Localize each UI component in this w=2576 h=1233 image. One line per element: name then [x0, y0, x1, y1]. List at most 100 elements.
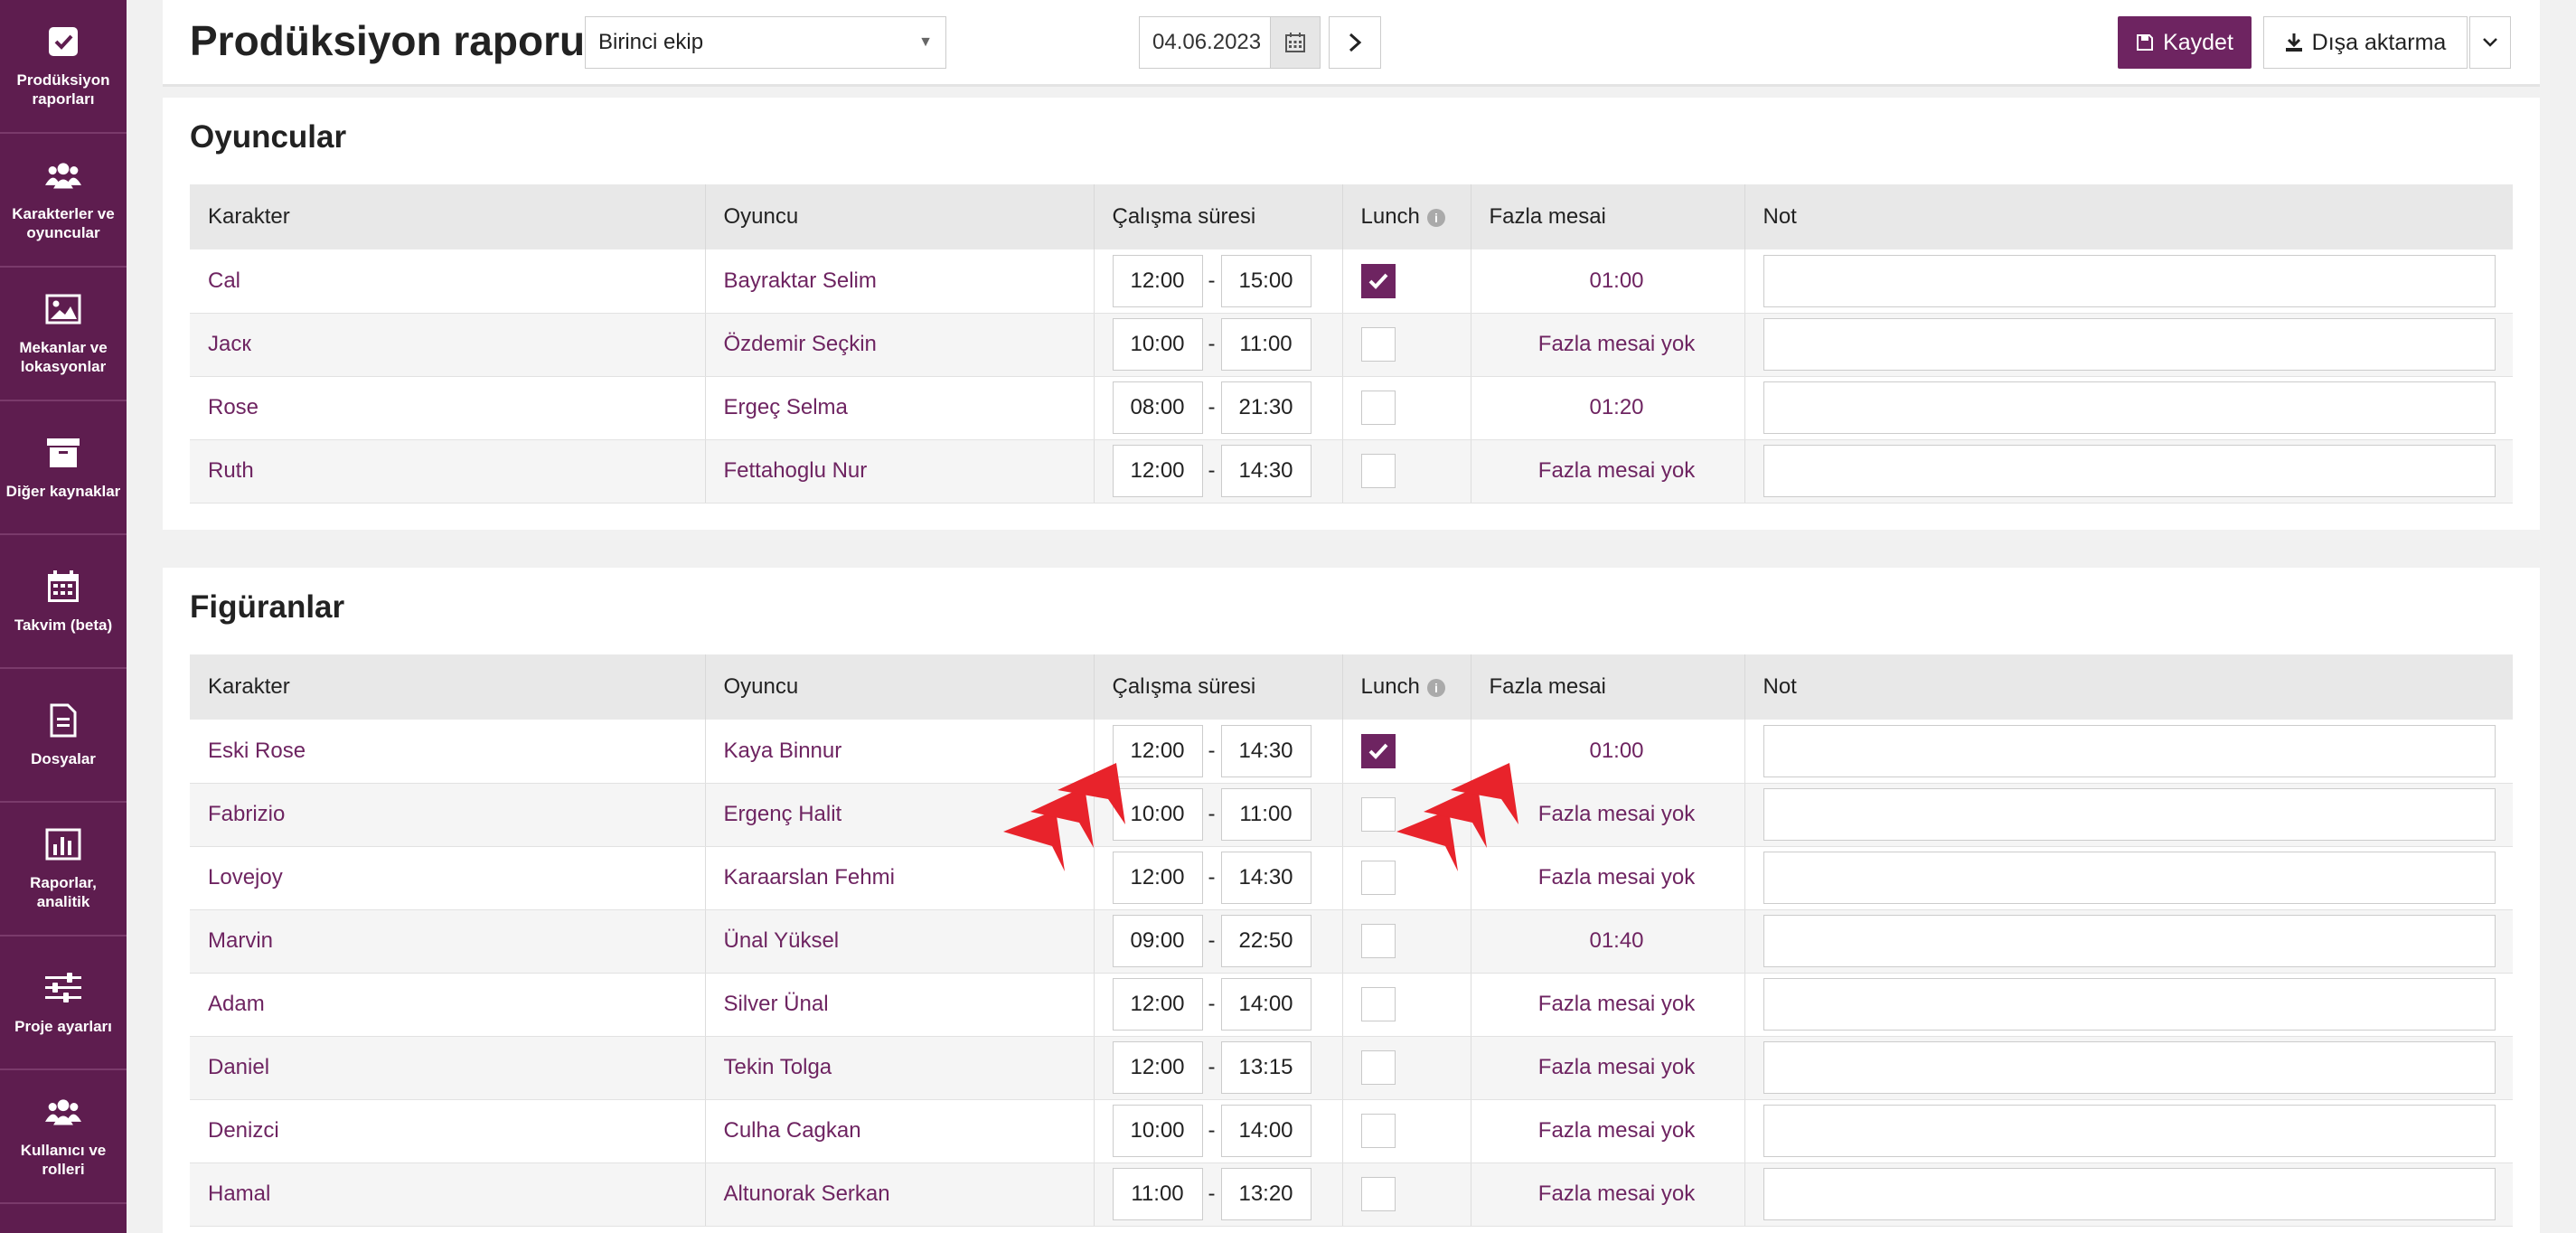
- start-time-input[interactable]: 12:00: [1112, 254, 1203, 307]
- end-time-input[interactable]: 14:30: [1220, 724, 1312, 777]
- lunch-header-label: Lunch: [1360, 674, 1420, 699]
- actor-link[interactable]: Bayraktar Selim: [705, 249, 1095, 314]
- sidebar-item-project-settings[interactable]: Proje ayarları: [0, 937, 127, 1070]
- note-input[interactable]: [1763, 381, 2496, 434]
- end-time-input[interactable]: 11:00: [1220, 788, 1312, 841]
- note-input[interactable]: [1763, 1041, 2496, 1094]
- end-time-input[interactable]: 14:30: [1220, 445, 1312, 497]
- character-link[interactable]: Marvin: [190, 909, 706, 974]
- start-time-input[interactable]: 09:00: [1112, 915, 1203, 967]
- actor-link[interactable]: Kaya Binnur: [705, 720, 1095, 784]
- character-link[interactable]: Ruth: [190, 439, 706, 504]
- sidebar-item-reports[interactable]: Raporlar, analitik: [0, 803, 127, 937]
- start-time-input[interactable]: 12:00: [1112, 724, 1203, 777]
- character-link[interactable]: Jacк: [190, 313, 706, 377]
- lunch-checkbox[interactable]: [1360, 263, 1396, 298]
- table-row: Denizci Culha Cagkan 10:00-14:00 Fazla mesa…: [190, 1099, 2513, 1163]
- actor-link[interactable]: Özdemir Seçkin: [705, 313, 1095, 377]
- actor-link[interactable]: Karaarslan Fehmi: [705, 846, 1095, 910]
- note-cell: [1744, 1162, 2513, 1227]
- check-square-icon: [45, 24, 81, 60]
- note-input[interactable]: [1763, 445, 2496, 497]
- character-link[interactable]: Rose: [190, 376, 706, 440]
- end-time-input[interactable]: 21:30: [1220, 381, 1312, 434]
- lunch-cell: [1342, 313, 1471, 377]
- character-link[interactable]: Daniel: [190, 1036, 706, 1100]
- export-button[interactable]: Dışa aktarma: [2263, 16, 2468, 69]
- sidebar-item-calendar[interactable]: Takvim (beta): [0, 535, 127, 669]
- sidebar-item-locations[interactable]: Mekanlar ve lokasyonlar: [0, 268, 127, 401]
- start-time-input[interactable]: 12:00: [1112, 445, 1203, 497]
- info-icon[interactable]: i: [1426, 678, 1445, 697]
- export-dropdown-toggle[interactable]: [2469, 16, 2511, 69]
- lunch-checkbox[interactable]: [1360, 454, 1396, 488]
- table-header-row: Karakter Oyuncu Çalışma süresi Lunch i Fa…: [190, 654, 2513, 720]
- note-input[interactable]: [1763, 978, 2496, 1031]
- end-time-input[interactable]: 14:30: [1220, 852, 1312, 904]
- lunch-checkbox[interactable]: [1360, 733, 1396, 768]
- start-time-input[interactable]: 12:00: [1112, 978, 1203, 1031]
- actor-link[interactable]: Altunorak Serkan: [705, 1162, 1095, 1227]
- lunch-checkbox[interactable]: [1360, 987, 1396, 1021]
- character-link[interactable]: Lovejoy: [190, 846, 706, 910]
- actor-link[interactable]: Fettahoglu Nur: [705, 439, 1095, 504]
- character-link[interactable]: Denizci: [190, 1099, 706, 1163]
- info-icon[interactable]: i: [1426, 208, 1445, 227]
- note-input[interactable]: [1763, 1168, 2496, 1220]
- note-input[interactable]: [1763, 254, 2496, 307]
- lunch-checkbox[interactable]: [1360, 391, 1396, 425]
- note-input[interactable]: [1763, 724, 2496, 777]
- start-time-input[interactable]: 10:00: [1112, 1105, 1203, 1157]
- character-link[interactable]: Fabrizio: [190, 783, 706, 847]
- start-time-input[interactable]: 12:00: [1112, 852, 1203, 904]
- sidebar-item-label: Takvim (beta): [14, 616, 113, 634]
- actor-link[interactable]: Ergeç Selma: [705, 376, 1095, 440]
- note-input[interactable]: [1763, 915, 2496, 967]
- end-time-input[interactable]: 13:15: [1220, 1041, 1312, 1094]
- end-time-input[interactable]: 11:00: [1220, 318, 1312, 371]
- lunch-checkbox[interactable]: [1360, 327, 1396, 362]
- character-link[interactable]: Hamal: [190, 1162, 706, 1227]
- sidebar-item-users-roles[interactable]: Kullanıcı ve rolleri: [0, 1070, 127, 1204]
- character-link[interactable]: Eski Rose: [190, 720, 706, 784]
- lunch-checkbox[interactable]: [1360, 924, 1396, 958]
- actor-link[interactable]: Silver Ünal: [705, 973, 1095, 1037]
- note-input[interactable]: [1763, 788, 2496, 841]
- note-input[interactable]: [1763, 852, 2496, 904]
- start-time-input[interactable]: 10:00: [1112, 318, 1203, 371]
- sidebar-item-characters[interactable]: Karakterler ve oyuncular: [0, 134, 127, 268]
- calendar-button[interactable]: [1270, 16, 1321, 69]
- lunch-checkbox[interactable]: [1360, 1114, 1396, 1148]
- sidebar-item-label: Mekanlar ve lokasyonlar: [19, 339, 108, 375]
- start-time-input[interactable]: 10:00: [1112, 788, 1203, 841]
- sidebar-item-files[interactable]: Dosyalar: [0, 669, 127, 803]
- end-time-input[interactable]: 14:00: [1220, 1105, 1312, 1157]
- sidebar-item-production-reports[interactable]: Prodüksiyon raporları: [0, 0, 127, 134]
- end-time-input[interactable]: 14:00: [1220, 978, 1312, 1031]
- note-input[interactable]: [1763, 1105, 2496, 1157]
- lunch-checkbox[interactable]: [1360, 861, 1396, 895]
- lunch-checkbox[interactable]: [1360, 1050, 1396, 1085]
- end-time-input[interactable]: 22:50: [1220, 915, 1312, 967]
- next-day-button[interactable]: [1329, 16, 1381, 69]
- start-time-input[interactable]: 11:00: [1112, 1168, 1203, 1220]
- save-button[interactable]: Kaydet: [2118, 16, 2252, 69]
- lunch-cell: [1342, 846, 1471, 910]
- actor-link[interactable]: Tekin Tolga: [705, 1036, 1095, 1100]
- start-time-input[interactable]: 12:00: [1112, 1041, 1203, 1094]
- overtime-value: Fazla mesai yok: [1471, 973, 1745, 1037]
- sidebar-item-label: Proje ayarları: [14, 1017, 112, 1035]
- end-time-input[interactable]: 13:20: [1220, 1168, 1312, 1220]
- lunch-checkbox[interactable]: [1360, 797, 1396, 832]
- character-link[interactable]: Adam: [190, 973, 706, 1037]
- note-input[interactable]: [1763, 318, 2496, 371]
- character-link[interactable]: Cal: [190, 249, 706, 314]
- actor-link[interactable]: Culha Cagkan: [705, 1099, 1095, 1163]
- start-time-input[interactable]: 08:00: [1112, 381, 1203, 434]
- actor-link[interactable]: Ünal Yüksel: [705, 909, 1095, 974]
- team-select[interactable]: Birinci ekip ▼: [585, 16, 946, 69]
- sidebar-item-other-resources[interactable]: Diğer kaynaklar: [0, 401, 127, 535]
- lunch-checkbox[interactable]: [1360, 1177, 1396, 1211]
- actor-link[interactable]: Ergenç Halit: [705, 783, 1095, 847]
- end-time-input[interactable]: 15:00: [1220, 254, 1312, 307]
